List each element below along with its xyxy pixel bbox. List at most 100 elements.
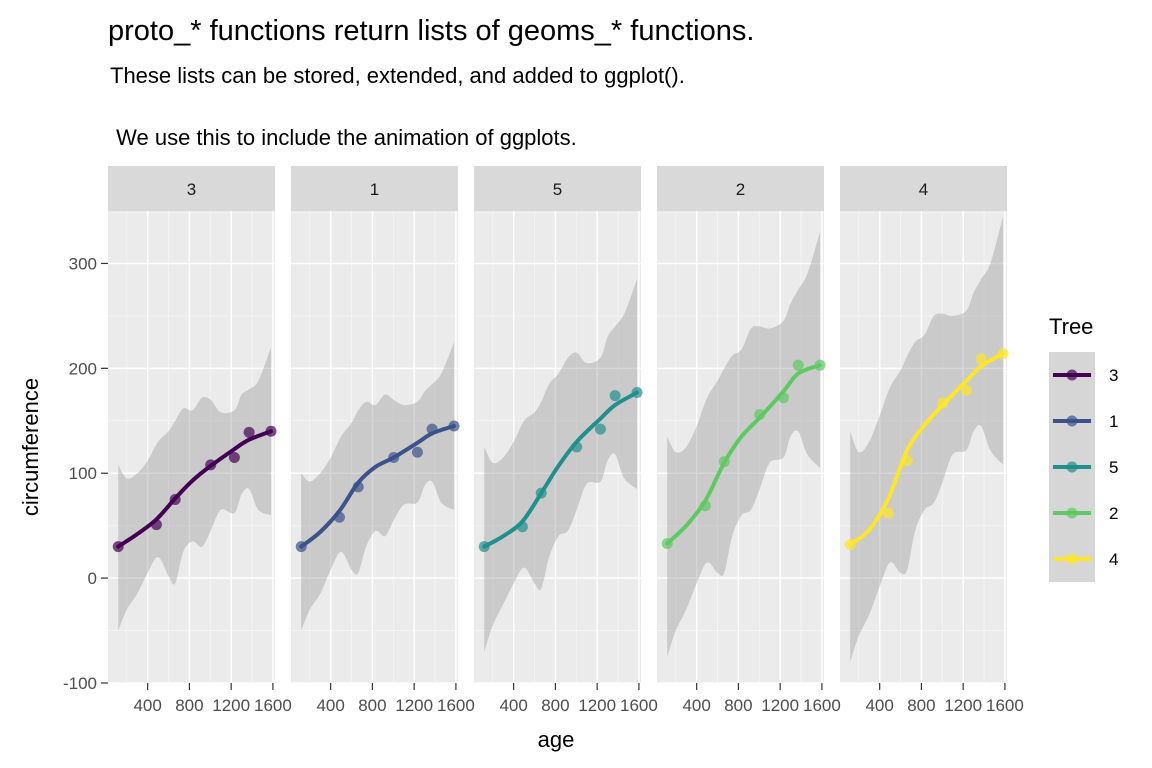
facet-strip-label: 5 (553, 180, 562, 199)
x-tick-label: 1600 (620, 696, 658, 715)
smooth-line (848, 351, 1005, 547)
x-tick-label: 1200 (578, 696, 616, 715)
gridlines (840, 211, 1007, 684)
y-tick-label: 100 (69, 464, 97, 483)
data-point (882, 507, 894, 519)
x-axis: 400 800 1200 1600 (316, 683, 475, 715)
x-axis: 400 800 1200 1600 (682, 683, 841, 715)
data-point (478, 541, 490, 553)
smooth-line (482, 390, 639, 549)
x-axis: 400 800 1200 1600 (865, 683, 1024, 715)
legend-key-point (1066, 369, 1078, 381)
data-point (960, 384, 972, 396)
x-axis: 400 800 1200 1600 (499, 683, 658, 715)
data-point (997, 348, 1009, 360)
confidence-ribbon (667, 232, 820, 657)
data-point (754, 408, 766, 420)
data-point (844, 539, 856, 551)
facet-panel-4: 4 400 800 1200 1600 (840, 166, 1024, 715)
legend: Tree 3 1 5 2 4 (1049, 314, 1118, 582)
legend-label: 3 (1109, 366, 1118, 385)
facet-strip-label: 1 (370, 180, 379, 199)
data-point (388, 451, 400, 463)
data-point (516, 521, 528, 533)
facet-panel-1: 1 400 800 1200 1600 (291, 166, 475, 715)
x-tick-label: 800 (724, 696, 752, 715)
data-point (571, 441, 583, 453)
gridlines (108, 211, 275, 684)
facet-strip-label: 4 (919, 180, 928, 199)
x-tick-label: 400 (316, 696, 344, 715)
data-point (150, 519, 162, 531)
y-tick-label: -100 (63, 674, 97, 693)
confidence-ribbon (301, 342, 454, 631)
x-tick-label: 1600 (986, 696, 1024, 715)
x-tick-label: 1200 (761, 696, 799, 715)
x-axis-title: age (538, 727, 575, 752)
x-tick-label: 800 (907, 696, 935, 715)
x-tick-label: 800 (175, 696, 203, 715)
data-point (937, 397, 949, 409)
data-point (901, 455, 913, 467)
data-point (265, 425, 277, 437)
chart-subtitle-line-1: These lists can be stored, extended, and… (110, 63, 685, 88)
panel-background (657, 211, 824, 683)
legend-key-point (1066, 415, 1078, 427)
data-point (205, 459, 217, 471)
x-tick-label: 400 (133, 696, 161, 715)
data-point (661, 537, 673, 549)
facet-strip (657, 166, 824, 211)
y-tick-label: 300 (69, 254, 97, 273)
facet-strip (840, 166, 1007, 211)
x-tick-label: 400 (499, 696, 527, 715)
gridlines (474, 211, 641, 684)
data-point (814, 359, 826, 371)
panel-background (291, 211, 458, 683)
facet-strip (108, 166, 275, 211)
legend-key-point (1066, 461, 1078, 473)
legend-label: 5 (1109, 458, 1118, 477)
chart-title: proto_* functions return lists of geoms_… (108, 15, 754, 47)
data-point (295, 541, 307, 553)
y-axis-title: circumference (18, 378, 43, 516)
data-point (792, 359, 804, 371)
legend-label: 2 (1109, 504, 1118, 523)
data-point (243, 426, 255, 438)
data-point (112, 541, 124, 553)
x-tick-label: 1200 (395, 696, 433, 715)
chart-subtitle-line-2: We use this to include the animation of … (110, 125, 577, 150)
data-point (975, 353, 987, 365)
x-tick-label: 1200 (944, 696, 982, 715)
facet-panel-2: 2 400 800 1200 1600 (657, 166, 841, 715)
y-tick-label: 200 (69, 359, 97, 378)
data-point (609, 390, 621, 402)
data-point (777, 392, 789, 404)
data-point (535, 487, 547, 499)
x-axis: 400 800 1200 1600 (133, 683, 292, 715)
data-point (594, 423, 606, 435)
panel-background (108, 211, 275, 683)
x-tick-label: 1600 (254, 696, 292, 715)
data-point (448, 420, 460, 432)
x-tick-label: 1600 (437, 696, 475, 715)
legend-label: 4 (1109, 550, 1118, 569)
legend-label: 1 (1109, 412, 1118, 431)
legend-key-point (1066, 507, 1078, 519)
facet-panel-3: 3 400 800 1200 1600 (108, 166, 292, 715)
data-point (169, 493, 181, 505)
data-point (718, 456, 730, 468)
smooth-line (665, 363, 822, 546)
data-point (333, 511, 345, 523)
data-point (426, 423, 438, 435)
x-tick-label: 400 (682, 696, 710, 715)
x-tick-label: 1200 (212, 696, 250, 715)
facet-strip-label: 3 (187, 180, 196, 199)
smooth-line (299, 424, 456, 549)
confidence-ribbon (850, 216, 1003, 662)
data-point (411, 446, 423, 458)
facet-strip (291, 166, 458, 211)
data-point (631, 386, 643, 398)
smooth-line (116, 429, 273, 549)
